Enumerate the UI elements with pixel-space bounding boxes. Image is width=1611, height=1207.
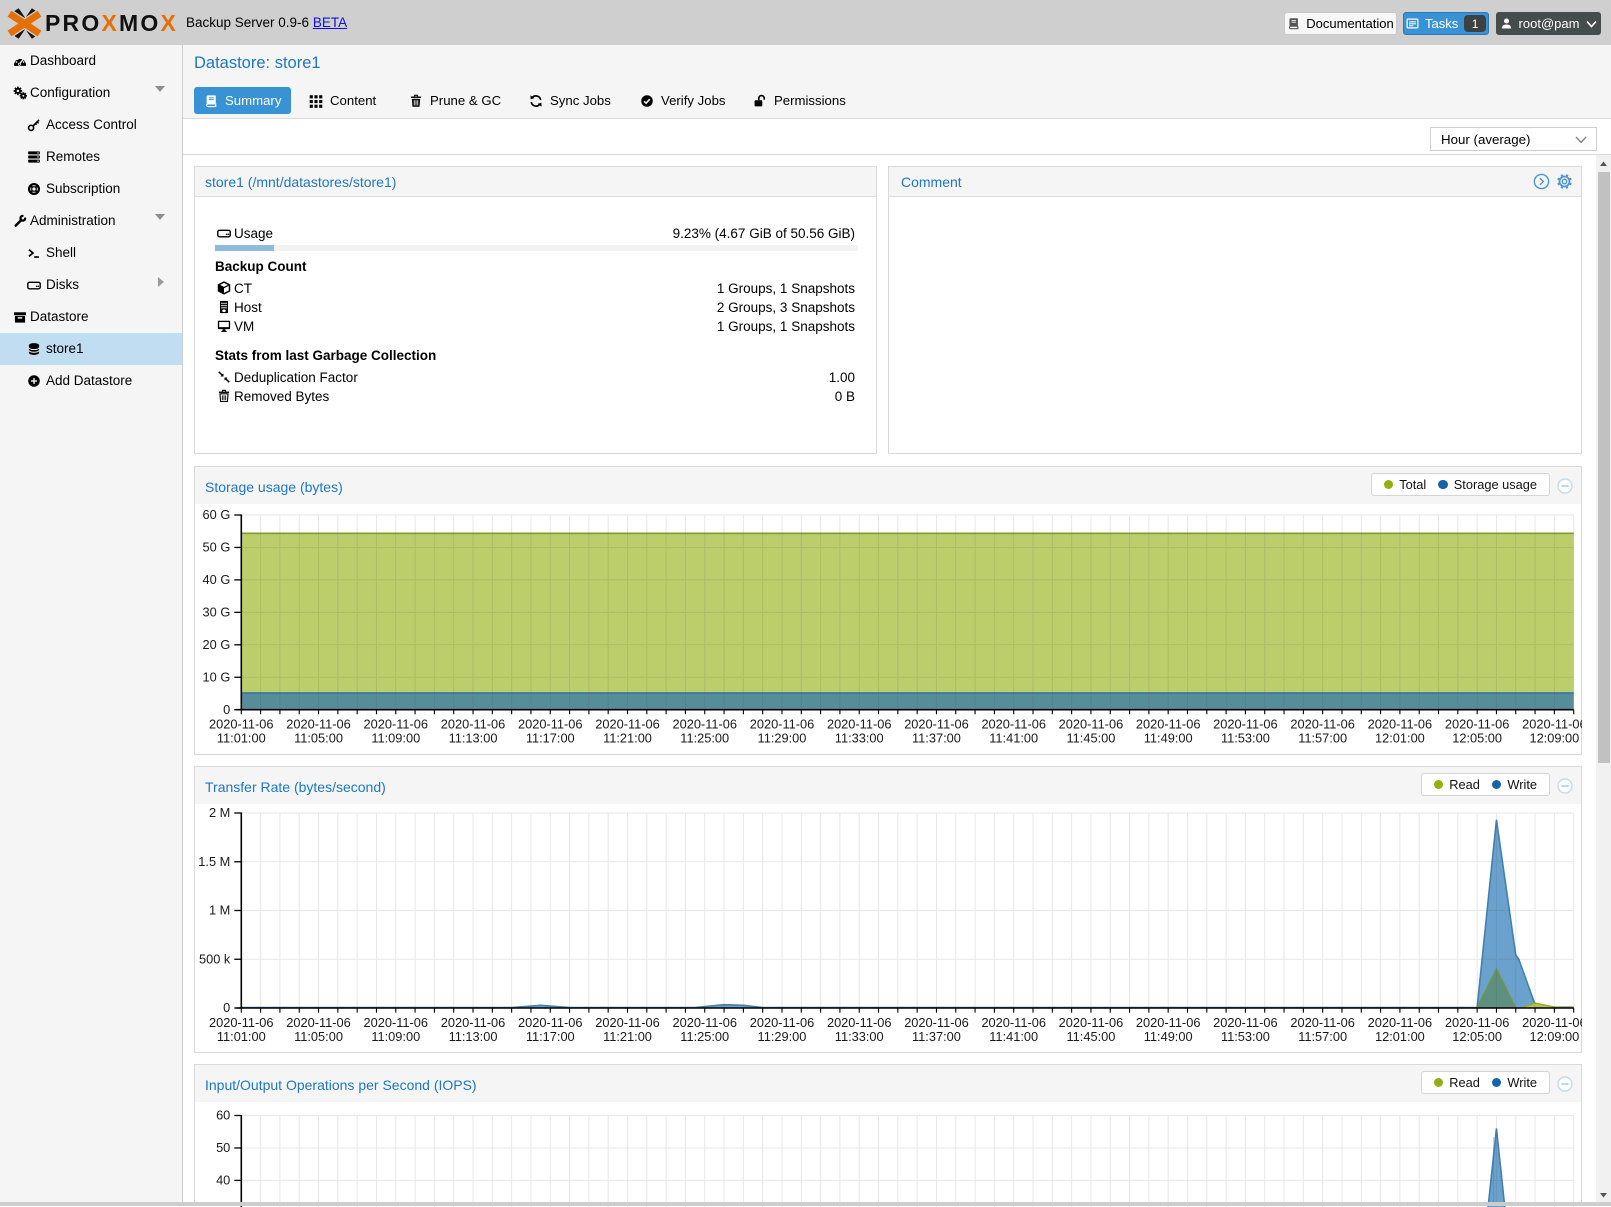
svg-text:2020-11-06: 2020-11-06 — [672, 1015, 737, 1030]
svg-text:11:17:00: 11:17:00 — [526, 731, 575, 746]
svg-text:11:29:00: 11:29:00 — [758, 1029, 807, 1044]
svg-text:12:09:00: 12:09:00 — [1529, 1029, 1579, 1044]
svg-text:2020-11-06: 2020-11-06 — [518, 1015, 583, 1030]
svg-text:2020-11-06: 2020-11-06 — [1445, 717, 1510, 732]
svg-text:11:57:00: 11:57:00 — [1298, 731, 1347, 746]
svg-text:2020-11-06: 2020-11-06 — [441, 1015, 506, 1030]
svg-text:2020-11-06: 2020-11-06 — [209, 1015, 274, 1030]
svg-text:2020-11-06: 2020-11-06 — [1368, 1015, 1433, 1030]
svg-text:30 G: 30 G — [203, 605, 231, 620]
svg-text:40 G: 40 G — [203, 572, 231, 587]
svg-text:11:13:00: 11:13:00 — [449, 731, 498, 746]
svg-text:40: 40 — [216, 1173, 230, 1188]
svg-text:11:13:00: 11:13:00 — [449, 1029, 498, 1044]
svg-text:2020-11-06: 2020-11-06 — [1059, 1015, 1124, 1030]
svg-text:11:25:00: 11:25:00 — [680, 1029, 729, 1044]
svg-text:10 G: 10 G — [203, 669, 231, 684]
svg-text:2020-11-06: 2020-11-06 — [750, 717, 815, 732]
svg-text:20 G: 20 G — [203, 637, 231, 652]
svg-text:11:01:00: 11:01:00 — [217, 1029, 266, 1044]
svg-text:2020-11-06: 2020-11-06 — [904, 717, 969, 732]
svg-text:60: 60 — [216, 1108, 230, 1123]
svg-text:11:45:00: 11:45:00 — [1067, 1029, 1116, 1044]
svg-text:11:21:00: 11:21:00 — [603, 731, 652, 746]
svg-text:2020-11-06: 2020-11-06 — [981, 717, 1046, 732]
svg-text:2020-11-06: 2020-11-06 — [827, 717, 892, 732]
svg-text:11:17:00: 11:17:00 — [526, 1029, 575, 1044]
svg-text:2020-11-06: 2020-11-06 — [286, 1015, 351, 1030]
svg-text:2020-11-06: 2020-11-06 — [441, 717, 506, 732]
svg-text:2020-11-06: 2020-11-06 — [1213, 717, 1278, 732]
svg-text:11:33:00: 11:33:00 — [835, 1029, 884, 1044]
svg-text:11:37:00: 11:37:00 — [912, 1029, 961, 1044]
svg-text:2020-11-06: 2020-11-06 — [904, 1015, 969, 1030]
svg-text:1 M: 1 M — [209, 903, 230, 918]
svg-text:2020-11-06: 2020-11-06 — [1136, 717, 1201, 732]
svg-text:1.5 M: 1.5 M — [198, 854, 230, 869]
svg-text:11:49:00: 11:49:00 — [1144, 1029, 1193, 1044]
svg-text:11:41:00: 11:41:00 — [989, 731, 1038, 746]
svg-text:11:53:00: 11:53:00 — [1221, 731, 1270, 746]
svg-text:2020-11-06: 2020-11-06 — [1136, 1015, 1201, 1030]
svg-text:12:05:00: 12:05:00 — [1452, 1029, 1502, 1044]
svg-text:2020-11-06: 2020-11-06 — [209, 717, 274, 732]
svg-text:2020-11-06: 2020-11-06 — [1213, 1015, 1278, 1030]
svg-text:11:29:00: 11:29:00 — [758, 731, 807, 746]
svg-text:11:05:00: 11:05:00 — [294, 731, 343, 746]
svg-text:11:33:00: 11:33:00 — [835, 731, 884, 746]
svg-text:2020-11-06: 2020-11-06 — [1445, 1015, 1510, 1030]
svg-text:2020-11-06: 2020-11-06 — [1368, 717, 1433, 732]
svg-text:2 M: 2 M — [209, 805, 230, 820]
svg-text:50 G: 50 G — [203, 540, 231, 555]
svg-text:11:41:00: 11:41:00 — [989, 1029, 1038, 1044]
svg-text:11:09:00: 11:09:00 — [371, 1029, 420, 1044]
svg-text:11:05:00: 11:05:00 — [294, 1029, 343, 1044]
svg-text:11:45:00: 11:45:00 — [1067, 731, 1116, 746]
svg-text:60 G: 60 G — [203, 507, 231, 522]
svg-text:2020-11-06: 2020-11-06 — [672, 717, 737, 732]
svg-text:2020-11-06: 2020-11-06 — [286, 717, 351, 732]
svg-text:11:25:00: 11:25:00 — [680, 731, 729, 746]
svg-text:2020-11-06: 2020-11-06 — [518, 717, 583, 732]
svg-text:12:09:00: 12:09:00 — [1529, 731, 1579, 746]
svg-text:12:05:00: 12:05:00 — [1452, 731, 1502, 746]
svg-text:2020-11-06: 2020-11-06 — [827, 1015, 892, 1030]
svg-text:2020-11-06: 2020-11-06 — [595, 1015, 660, 1030]
svg-text:2020-11-06: 2020-11-06 — [1522, 717, 1582, 732]
svg-text:2020-11-06: 2020-11-06 — [1059, 717, 1124, 732]
svg-text:2020-11-06: 2020-11-06 — [364, 1015, 429, 1030]
svg-text:2020-11-06: 2020-11-06 — [1522, 1015, 1582, 1030]
svg-text:11:37:00: 11:37:00 — [912, 731, 961, 746]
svg-text:2020-11-06: 2020-11-06 — [1290, 1015, 1355, 1030]
svg-text:11:21:00: 11:21:00 — [603, 1029, 652, 1044]
svg-text:0: 0 — [223, 702, 230, 717]
svg-text:11:49:00: 11:49:00 — [1144, 731, 1193, 746]
svg-text:2020-11-06: 2020-11-06 — [595, 717, 660, 732]
svg-text:0: 0 — [223, 1000, 230, 1015]
svg-text:2020-11-06: 2020-11-06 — [364, 717, 429, 732]
svg-text:11:01:00: 11:01:00 — [217, 731, 266, 746]
svg-text:12:01:00: 12:01:00 — [1375, 731, 1425, 746]
svg-text:11:53:00: 11:53:00 — [1221, 1029, 1270, 1044]
svg-text:2020-11-06: 2020-11-06 — [981, 1015, 1046, 1030]
svg-text:12:01:00: 12:01:00 — [1375, 1029, 1425, 1044]
svg-text:500 k: 500 k — [199, 951, 231, 966]
svg-text:11:57:00: 11:57:00 — [1298, 1029, 1347, 1044]
svg-text:2020-11-06: 2020-11-06 — [750, 1015, 815, 1030]
svg-text:11:09:00: 11:09:00 — [371, 731, 420, 746]
svg-text:2020-11-06: 2020-11-06 — [1290, 717, 1355, 732]
svg-text:50: 50 — [216, 1140, 230, 1155]
